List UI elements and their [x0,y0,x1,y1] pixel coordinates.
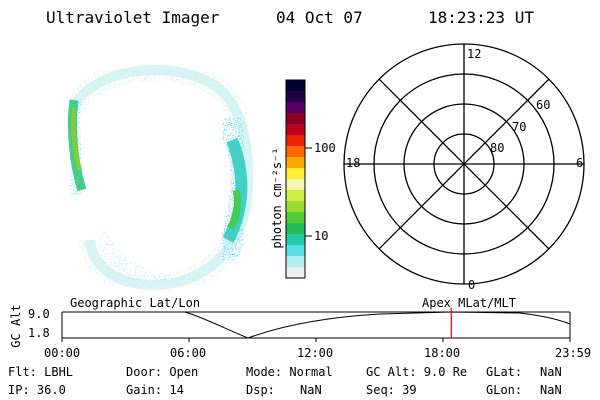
lat-label-60: 60 [536,98,551,112]
colorbar-segment [286,135,305,147]
polar-grid [343,43,585,285]
timeline-xtick-2: 12:00 [297,346,334,360]
date-label: 04 Oct 07 [276,8,363,27]
mlt-label-12: 12 [467,47,482,61]
lat-label-80: 80 [490,141,505,155]
timeline-xtick-1: 06:00 [170,346,207,360]
mlt-label-6: 6 [576,156,584,170]
timeline-left-caption: Geographic Lat/Lon [70,296,201,310]
dsp-label: Dsp: [246,383,275,397]
colorbar-segment [286,256,305,268]
colorbar-segment [286,245,305,257]
colorbar [285,79,306,279]
ip-info: IP: 36.0 [8,383,66,397]
glon-value: NaN [540,383,562,397]
colorbar-tick-10: 10 [314,229,329,243]
mode-info: Mode: Normal [246,365,333,379]
colorbar-border [285,79,306,279]
dsp-value: NaN [300,383,322,397]
colorbar-ticks [305,147,312,237]
colorbar-segment [286,91,305,103]
mlt-label-18: 18 [346,156,361,170]
timeline-ytick-min: 1.8 [28,326,50,340]
glat-value: NaN [540,365,562,379]
glon-label: GLon: [486,383,523,397]
altitude-curve [62,311,571,339]
colorbar-unit-label: photon cm⁻²s⁻¹ [270,147,284,249]
glat-label: GLat: [486,365,523,379]
timeline-ylabel: GC Alt [9,304,23,348]
lat-label-70: 70 [512,120,527,134]
timeline-xtick-4: 23:59 [555,346,592,360]
colorbar-segment [286,124,305,136]
instrument-title: Ultraviolet Imager [46,8,220,27]
colorbar-segment [286,179,305,191]
colorbar-segment [286,113,305,125]
timeline-right-caption: Apex MLat/MLT [422,296,516,310]
colorbar-segment [286,102,305,114]
auroral-image [60,59,260,297]
colorbar-segment [286,190,305,202]
door-info: Door: Open [126,365,199,379]
colorbar-segment [286,80,305,92]
colorbar-segment [286,146,305,158]
colorbar-segment [286,201,305,213]
colorbar-segment [286,223,305,235]
colorbar-segment [286,157,305,169]
time-label: 18:23:23 UT [428,8,534,27]
colorbar-segment [286,234,305,246]
colorbar-tick-100: 100 [314,141,336,155]
timeline-xtick-3: 18:00 [424,346,461,360]
timeline-ytick-max: 9.0 [28,307,50,321]
timeline-xtick-0: 00:00 [44,346,81,360]
mlt-label-0: 0 [468,278,476,292]
filter-info: Flt: LBHL [8,365,74,379]
gc-alt-info: GC Alt: 9.0 Re [366,365,468,379]
colorbar-segment [286,267,305,279]
colorbar-segment [286,168,305,180]
gain-info: Gain: 14 [126,383,184,397]
colorbar-segment [286,212,305,224]
seq-info: Seq: 39 [366,383,417,397]
timeline-panel [61,308,571,342]
